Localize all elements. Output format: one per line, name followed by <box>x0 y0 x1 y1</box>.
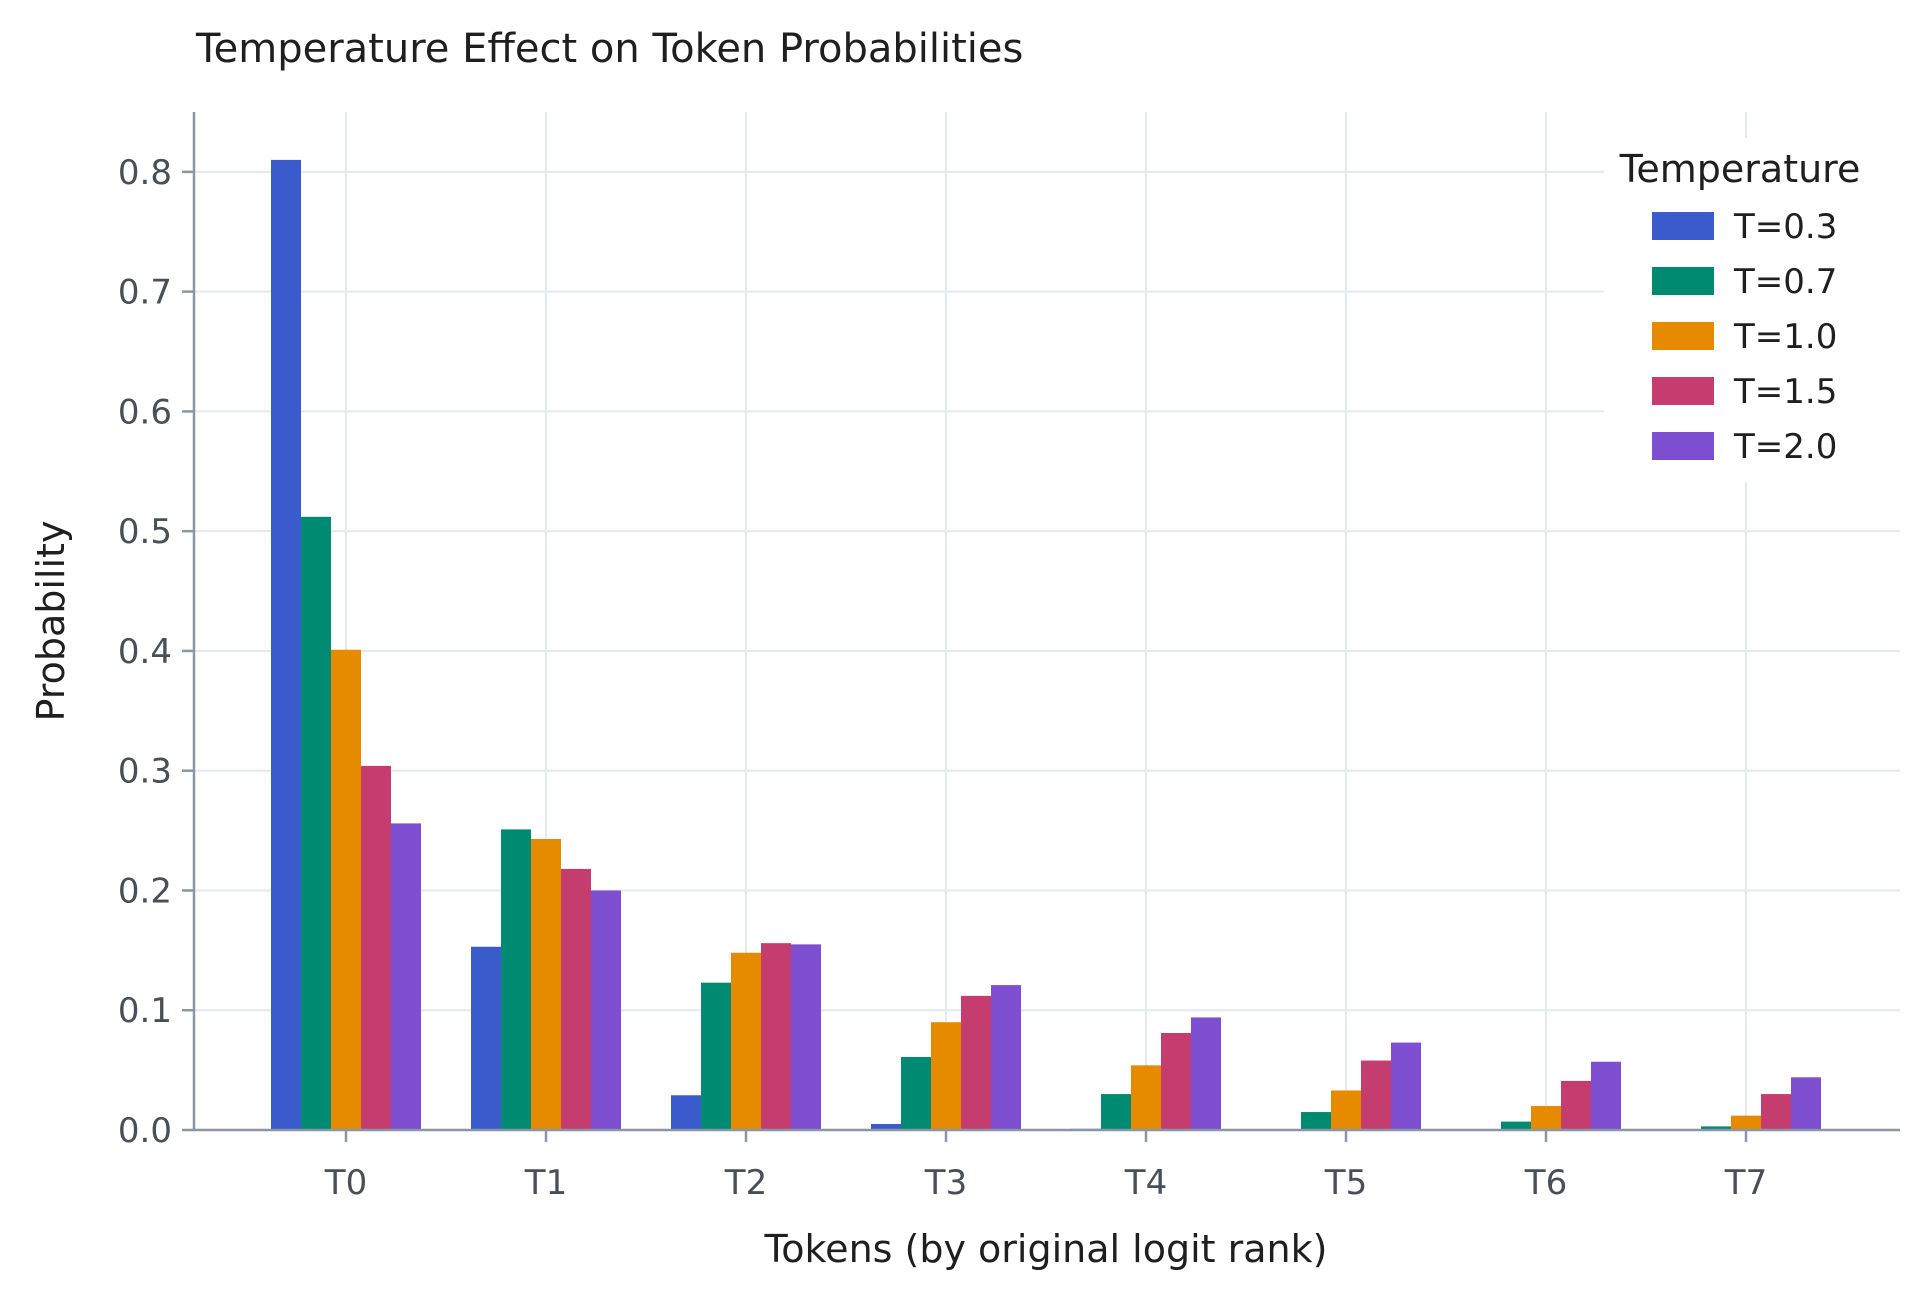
legend-label: T=2.0 <box>1733 427 1837 467</box>
legend: Temperature T=0.3 T=0.7 T=1.0 T=1.5 T=2.0 <box>1604 138 1904 482</box>
x-tick-label: T7 <box>1724 1163 1767 1203</box>
legend-label: T=1.0 <box>1733 317 1837 357</box>
bar-t-0-7-t2 <box>701 982 731 1130</box>
bar-t-2-0-t0 <box>391 823 421 1130</box>
bar-t-0-7-t7 <box>1701 1126 1731 1130</box>
legend-swatch <box>1652 322 1714 350</box>
bar-t-0-7-t3 <box>901 1056 931 1130</box>
y-tick-label: 0.5 <box>118 512 172 552</box>
bar-t-1-5-t3 <box>961 995 991 1130</box>
bar-t-0-7-t6 <box>1501 1121 1531 1130</box>
x-tick-label: T6 <box>1524 1163 1567 1203</box>
bar-t-2-0-t7 <box>1791 1077 1821 1130</box>
legend-label: T=0.3 <box>1733 207 1837 247</box>
y-tick-label: 0.4 <box>118 632 172 672</box>
legend-swatch <box>1652 432 1714 460</box>
bar-t-2-0-t4 <box>1191 1017 1221 1130</box>
y-tick-label: 0.6 <box>118 392 172 432</box>
bar-t-1-0-t0 <box>331 649 361 1130</box>
bar-t-1-5-t6 <box>1561 1080 1591 1130</box>
x-tick-label: T1 <box>524 1163 567 1203</box>
bar-t-0-7-t1 <box>501 829 531 1130</box>
x-tick-label: T5 <box>1324 1163 1367 1203</box>
axes <box>192 112 1900 1132</box>
bar-t-1-0-t7 <box>1731 1115 1761 1130</box>
bar-t-1-5-t2 <box>761 943 791 1130</box>
bar-t-2-0-t2 <box>791 944 821 1130</box>
x-tick-label: T2 <box>724 1163 767 1203</box>
legend-title: Temperature <box>1619 147 1861 191</box>
y-tick-label: 0.8 <box>118 153 172 193</box>
bar-t-2-0-t6 <box>1591 1061 1621 1130</box>
bars <box>271 159 1821 1130</box>
x-tick-label: T3 <box>924 1163 967 1203</box>
legend-swatch <box>1652 212 1714 240</box>
bar-t-1-0-t4 <box>1131 1065 1161 1130</box>
bar-t-1-0-t1 <box>531 838 561 1130</box>
bar-t-1-0-t3 <box>931 1022 961 1130</box>
bar-t-1-5-t7 <box>1761 1094 1791 1130</box>
legend-background <box>1604 138 1904 482</box>
y-tick-label: 0.0 <box>118 1111 172 1151</box>
bar-t-0-3-t1 <box>471 946 501 1130</box>
y-tick-label: 0.7 <box>118 273 172 313</box>
legend-label: T=1.5 <box>1733 372 1837 412</box>
y-axis-label: Probability <box>29 521 73 722</box>
bar-t-1-5-t1 <box>561 868 591 1130</box>
bar-t-0-3-t2 <box>671 1095 701 1130</box>
x-tick-label: T4 <box>1124 1163 1167 1203</box>
bar-t-1-5-t5 <box>1361 1060 1391 1130</box>
bar-t-2-0-t3 <box>991 985 1021 1130</box>
legend-swatch <box>1652 377 1714 405</box>
bar-t-2-0-t1 <box>591 890 621 1130</box>
ticks: 0.0 0.1 0.2 0.3 0.4 0.5 0.6 0.7 0.8 T0 T1 T2 T3 T4 T5 T… <box>118 153 1767 1203</box>
y-tick-label: 0.1 <box>118 991 172 1031</box>
bar-t-1-0-t5 <box>1331 1090 1361 1130</box>
x-axis-label: Tokens (by original logit rank) <box>764 1227 1328 1271</box>
bar-t-0-7-t0 <box>301 516 331 1130</box>
chart-title: Temperature Effect on Token Probabilitie… <box>195 26 1023 72</box>
x-tick-label: T0 <box>324 1163 367 1203</box>
y-tick-label: 0.2 <box>118 871 172 911</box>
y-tick-label: 0.3 <box>118 752 172 792</box>
bar-t-0-3-t0 <box>271 159 301 1130</box>
legend-label: T=0.7 <box>1733 262 1837 302</box>
bar-t-1-0-t6 <box>1531 1106 1561 1130</box>
bar-t-0-7-t4 <box>1101 1094 1131 1130</box>
bar-t-0-7-t5 <box>1301 1112 1331 1130</box>
bar-t-2-0-t5 <box>1391 1042 1421 1130</box>
bar-t-1-0-t2 <box>731 952 761 1130</box>
bar-t-1-5-t0 <box>361 765 391 1130</box>
bar-t-1-5-t4 <box>1161 1032 1191 1130</box>
legend-swatch <box>1652 267 1714 295</box>
bar-t-0-3-t3 <box>871 1124 901 1130</box>
